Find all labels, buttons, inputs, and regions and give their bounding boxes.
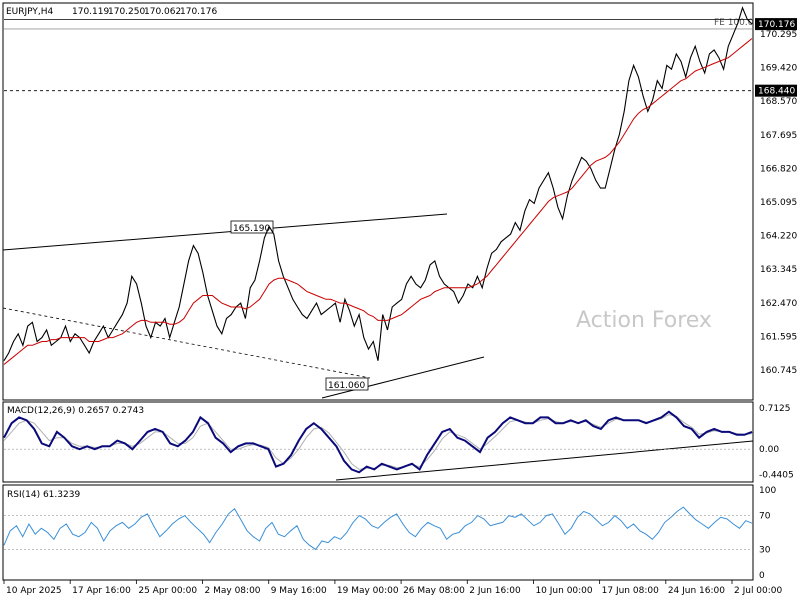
price-tick-label: 164.220 (760, 232, 797, 242)
macd-line (3, 410, 753, 474)
ohlc-close: 170.176 (180, 7, 217, 17)
price-tick-label: 168.570 (760, 97, 797, 107)
ohlc-high: 170.250 (108, 7, 145, 17)
macd-label: MACD(12,26,9) 0.2657 0.2743 (7, 406, 144, 416)
price-tick-label: 167.695 (760, 131, 797, 141)
rsi-tick-label: 0 (759, 571, 765, 581)
rsi-tick-label: 100 (759, 486, 776, 496)
x-tick-label: 17 Apr 16:00 (72, 586, 131, 596)
ma-series-line (3, 38, 753, 365)
x-tick-label: 10 Apr 2025 (6, 586, 62, 596)
close-price-label: 170.176 (758, 20, 795, 30)
fe-label: FE 100.0 (714, 18, 754, 28)
x-tick-label: 2 May 08:00 (205, 586, 261, 596)
x-tick-label: 10 Jun 00:00 (535, 586, 592, 596)
macd-panel-frame (2, 401, 754, 483)
x-tick-label: 2 Jun 16:00 (469, 586, 521, 596)
level-label-box (755, 84, 797, 97)
dashed-trendline (2, 307, 371, 379)
x-tick-label: 24 Jun 16:00 (668, 586, 725, 596)
rsi-tick-label: 30 (759, 545, 771, 555)
symbol-label: EURJPY,H4 (6, 7, 54, 17)
x-tick-label: 25 Apr 00:00 (138, 586, 197, 596)
price-tick-label: 165.095 (760, 198, 797, 208)
upper-trendline (2, 213, 448, 251)
price-panel-frame (2, 2, 754, 401)
annotation-box-high (230, 220, 274, 234)
macd-tick-label: -0.4405 (759, 471, 794, 481)
rsi-panel-frame (2, 484, 754, 581)
annotation-low: 161.060 (328, 381, 365, 391)
price-series-line (3, 6, 753, 361)
macd-trendline (335, 440, 754, 481)
rsi-tick-label: 70 (759, 512, 771, 522)
x-tick-label: 2 Jul 00:00 (734, 586, 783, 596)
price-tick-label: 162.470 (760, 299, 797, 309)
x-tick-label: 26 May 08:00 (403, 586, 465, 596)
price-tick-label: 166.820 (760, 164, 797, 174)
dynamic-marks: 170.295 169.420 168.570 167.695 166.820 165.0… (3, 6, 797, 596)
price-tick-label: 169.420 (760, 64, 797, 74)
annotation-high: 165.190 (233, 224, 270, 234)
price-tick-label: 161.595 (760, 332, 797, 342)
annotation-box-low (325, 377, 369, 391)
x-tick-label: 19 May 00:00 (337, 586, 399, 596)
x-tick-label: 9 May 16:00 (271, 586, 327, 596)
watermark: Action Forex (576, 308, 712, 333)
close-label-box (755, 18, 797, 31)
macd-tick-label: 0.00 (759, 445, 779, 455)
lower-trendline (321, 356, 485, 399)
ohlc-low: 170.062 (144, 7, 181, 17)
price-tick-label: 160.745 (760, 366, 797, 376)
macd-tick-label: 0.7125 (759, 404, 791, 414)
rsi-label: RSI(14) 61.3239 (7, 490, 80, 500)
ohlc-open: 170.119 (72, 7, 109, 17)
rsi-line (3, 506, 753, 551)
price-tick-label: 170.295 (760, 30, 797, 40)
level-price-label: 168.440 (758, 87, 795, 97)
price-tick-label: 163.345 (760, 265, 797, 275)
x-tick-label: 17 Jun 08:00 (602, 586, 659, 596)
